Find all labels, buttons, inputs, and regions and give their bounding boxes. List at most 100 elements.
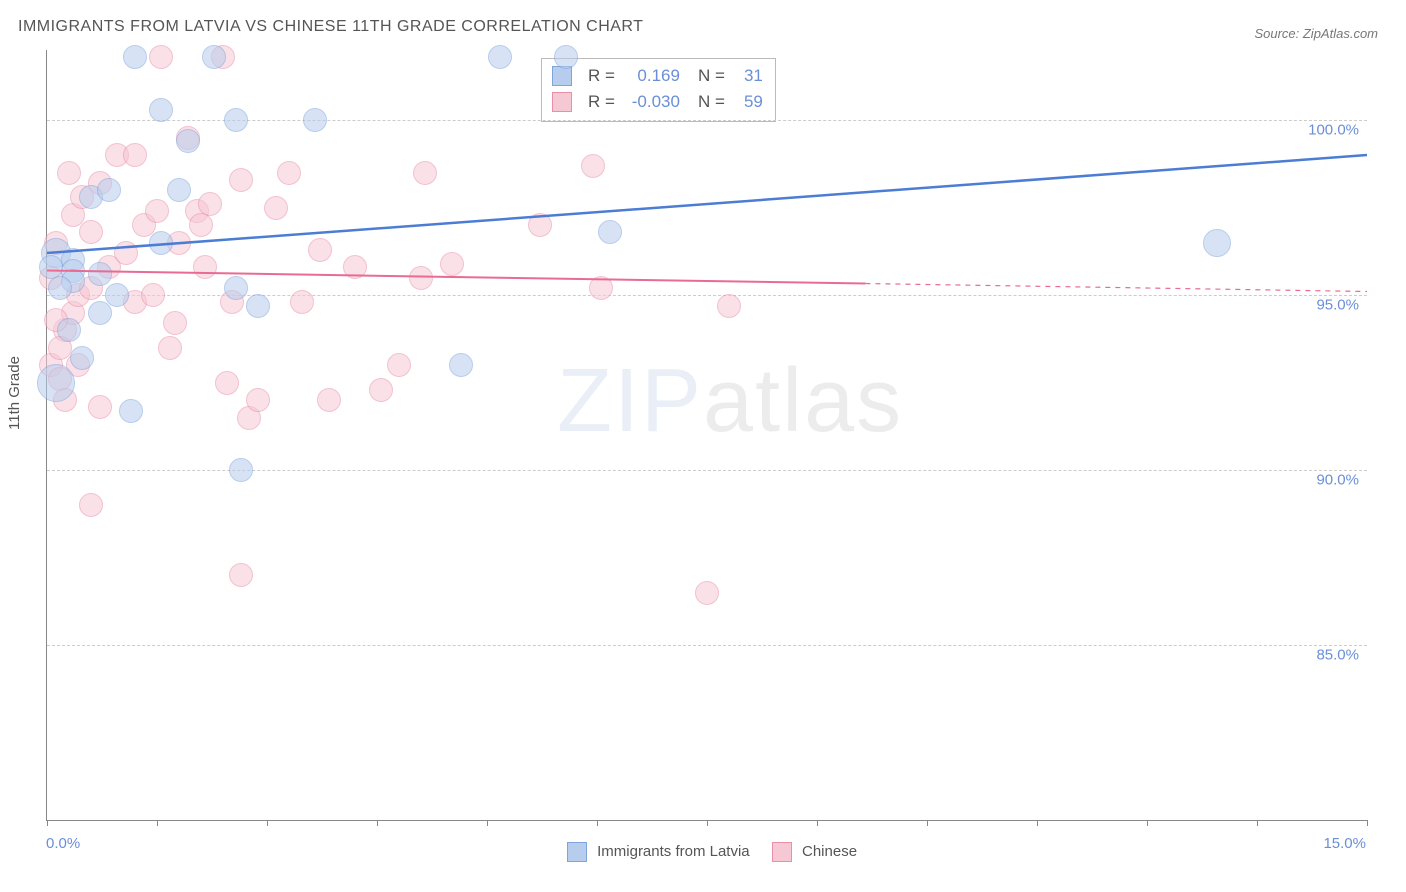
scatter-point-pink <box>145 199 169 223</box>
watermark-thin: atlas <box>703 351 903 451</box>
stats-legend-box: R = 0.169 N = 31 R = -0.030 N = 59 <box>541 58 776 122</box>
scatter-point-pink <box>79 220 103 244</box>
scatter-point-blue <box>37 364 75 402</box>
scatter-point-pink <box>717 294 741 318</box>
scatter-point-pink <box>440 252 464 276</box>
scatter-point-pink <box>387 353 411 377</box>
scatter-point-pink <box>264 196 288 220</box>
scatter-point-blue <box>105 283 129 307</box>
legend-square-blue-icon <box>552 66 572 86</box>
scatter-point-pink <box>193 255 217 279</box>
scatter-point-blue <box>229 458 253 482</box>
n-value-blue: 31 <box>735 63 763 89</box>
legend-square-pink-icon <box>552 92 572 112</box>
x-tick <box>157 820 158 826</box>
scatter-point-blue <box>1203 229 1231 257</box>
scatter-point-blue <box>70 346 94 370</box>
r-label: R = <box>588 89 615 115</box>
scatter-point-pink <box>413 161 437 185</box>
y-tick-label: 100.0% <box>1308 122 1359 139</box>
scatter-point-blue <box>119 399 143 423</box>
scatter-point-pink <box>88 395 112 419</box>
x-tick <box>817 820 818 826</box>
r-label: R = <box>588 63 615 89</box>
scatter-point-blue <box>303 108 327 132</box>
x-tick <box>487 820 488 826</box>
bottom-legend: Immigrants from Latvia Chinese <box>0 842 1406 862</box>
scatter-point-pink <box>369 378 393 402</box>
stats-row-blue: R = 0.169 N = 31 <box>552 63 763 89</box>
x-tick <box>47 820 48 826</box>
gridline <box>47 645 1367 646</box>
scatter-point-blue <box>224 108 248 132</box>
x-tick <box>597 820 598 826</box>
watermark-bold: ZIP <box>557 351 703 451</box>
scatter-point-blue <box>202 45 226 69</box>
scatter-point-blue <box>224 276 248 300</box>
y-tick-label: 90.0% <box>1316 472 1359 489</box>
scatter-point-pink <box>695 581 719 605</box>
r-value-blue: 0.169 <box>625 63 680 89</box>
plot-area: ZIPatlas R = 0.169 N = 31 R = -0.030 N =… <box>46 50 1367 821</box>
scatter-point-pink <box>123 143 147 167</box>
legend-square-blue-icon <box>567 842 587 862</box>
scatter-point-pink <box>163 311 187 335</box>
scatter-point-blue <box>88 301 112 325</box>
chart-title: IMMIGRANTS FROM LATVIA VS CHINESE 11TH G… <box>18 18 643 36</box>
stats-row-pink: R = -0.030 N = 59 <box>552 89 763 115</box>
scatter-point-pink <box>189 213 213 237</box>
scatter-point-pink <box>246 388 270 412</box>
scatter-point-pink <box>343 255 367 279</box>
scatter-point-blue <box>48 276 72 300</box>
scatter-point-blue <box>57 318 81 342</box>
x-tick <box>267 820 268 826</box>
scatter-point-blue <box>167 178 191 202</box>
scatter-point-pink <box>215 371 239 395</box>
scatter-point-pink <box>149 45 173 69</box>
x-tick <box>1257 820 1258 826</box>
scatter-point-pink <box>528 213 552 237</box>
scatter-point-pink <box>589 276 613 300</box>
source-label: Source: ZipAtlas.com <box>1254 26 1378 41</box>
scatter-point-pink <box>290 290 314 314</box>
scatter-point-pink <box>277 161 301 185</box>
scatter-point-blue <box>554 45 578 69</box>
r-value-pink: -0.030 <box>625 89 680 115</box>
scatter-point-pink <box>79 493 103 517</box>
n-label: N = <box>698 89 725 115</box>
scatter-point-pink <box>409 266 433 290</box>
trend-line-pink-dashed <box>865 284 1367 292</box>
x-tick <box>1147 820 1148 826</box>
scatter-point-pink <box>229 168 253 192</box>
scatter-point-blue <box>149 98 173 122</box>
legend-label-pink: Chinese <box>802 843 857 860</box>
scatter-point-pink <box>57 161 81 185</box>
y-tick-label: 95.0% <box>1316 297 1359 314</box>
scatter-point-pink <box>114 241 138 265</box>
x-tick <box>377 820 378 826</box>
scatter-point-pink <box>158 336 182 360</box>
y-tick-label: 85.0% <box>1316 647 1359 664</box>
scatter-point-blue <box>97 178 121 202</box>
scatter-point-blue <box>149 231 173 255</box>
scatter-point-pink <box>308 238 332 262</box>
scatter-point-blue <box>176 129 200 153</box>
legend-square-pink-icon <box>772 842 792 862</box>
scatter-point-pink <box>229 563 253 587</box>
scatter-point-pink <box>317 388 341 412</box>
x-tick <box>707 820 708 826</box>
scatter-point-blue <box>488 45 512 69</box>
y-axis-label: 11th Grade <box>6 356 23 430</box>
x-tick <box>1037 820 1038 826</box>
x-tick <box>927 820 928 826</box>
scatter-point-blue <box>246 294 270 318</box>
scatter-point-blue <box>88 262 112 286</box>
scatter-point-pink <box>198 192 222 216</box>
watermark: ZIPatlas <box>557 350 903 453</box>
x-tick <box>1367 820 1368 826</box>
scatter-point-pink <box>581 154 605 178</box>
n-value-pink: 59 <box>735 89 763 115</box>
legend-label-blue: Immigrants from Latvia <box>597 843 750 860</box>
scatter-point-blue <box>123 45 147 69</box>
scatter-point-blue <box>449 353 473 377</box>
